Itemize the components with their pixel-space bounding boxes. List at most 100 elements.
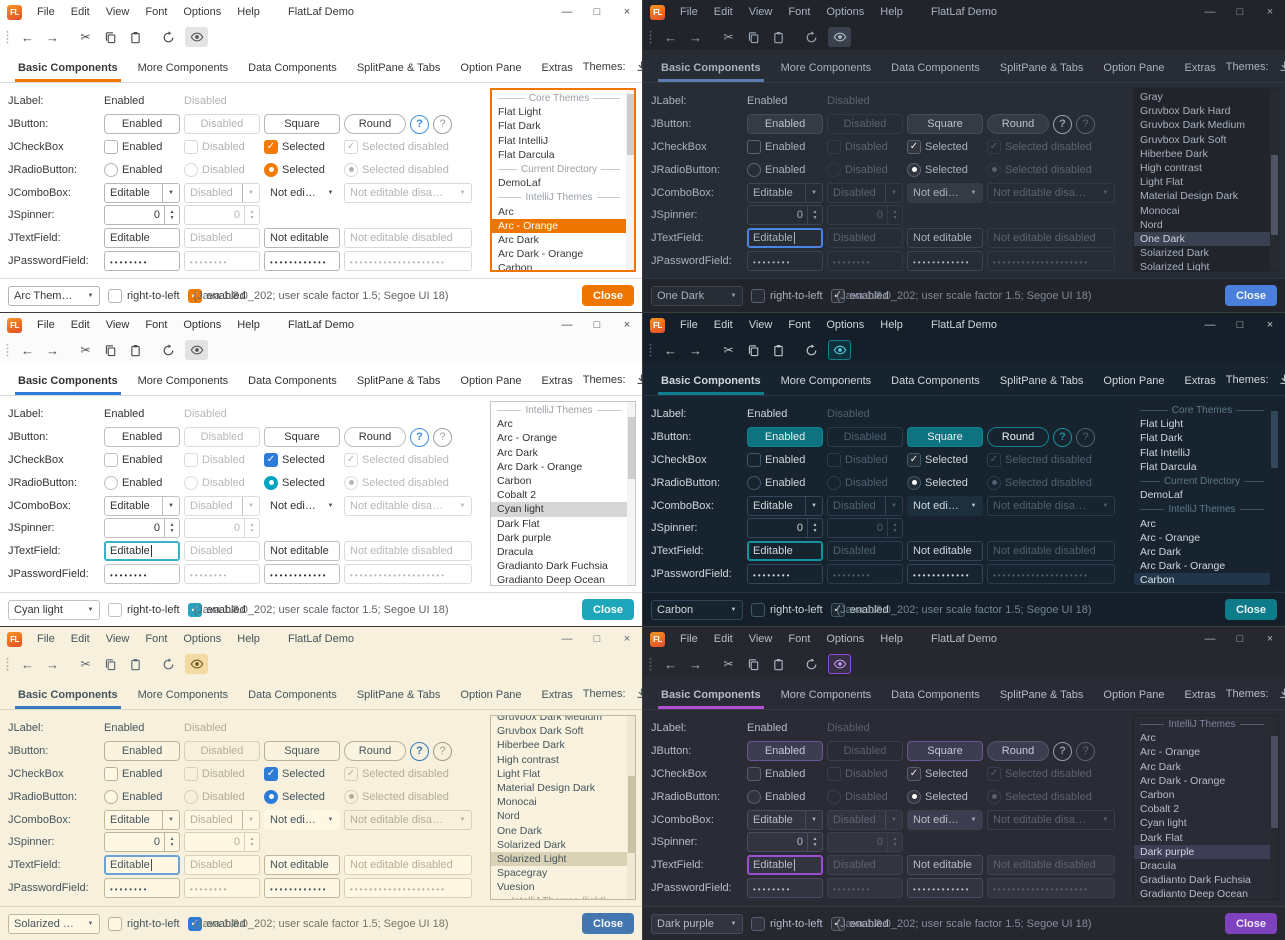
checkbox-box[interactable]: ✓: [987, 766, 1001, 781]
theme-list-item[interactable]: Flat Light: [1140, 418, 1184, 431]
radio-circle[interactable]: [344, 162, 358, 177]
checkbox-box[interactable]: ✓: [264, 139, 278, 154]
theme-list-item[interactable]: Flat IntelliJ: [1140, 446, 1191, 459]
theme-list-item[interactable]: Solarized Dark: [497, 838, 566, 851]
close-icon[interactable]: ×: [623, 633, 631, 645]
spinner-arrows-icon[interactable]: ▲ ▼: [164, 206, 179, 225]
scrollbar-track[interactable]: [627, 716, 635, 899]
textfield-editable[interactable]: Editable: [747, 541, 823, 562]
radio-enabled[interactable]: Enabled: [104, 475, 180, 490]
password-field[interactable]: ••••••••: [827, 250, 903, 271]
tab-splitpane-tabs[interactable]: SplitPane & Tabs: [999, 62, 1084, 74]
menu-options[interactable]: Options: [826, 633, 865, 645]
round-button[interactable]: Round: [344, 114, 406, 135]
rtl-checkbox-box[interactable]: [108, 288, 122, 303]
theme-list-item[interactable]: Material Design Dark: [1140, 190, 1239, 203]
cut-icon[interactable]: ✂: [80, 30, 91, 44]
radio-circle[interactable]: [344, 475, 358, 490]
tab-extras[interactable]: Extras: [541, 62, 573, 74]
spinner-arrows-icon[interactable]: ▲ ▼: [244, 833, 259, 852]
theme-selector-combo[interactable]: Dark purple ▼: [651, 913, 743, 934]
scrollbar-thumb[interactable]: [626, 93, 634, 155]
checkbox-box[interactable]: [747, 452, 761, 467]
theme-list-item[interactable]: High contrast: [497, 753, 559, 766]
theme-list-item[interactable]: Gradianto Deep Ocean: [1140, 888, 1248, 900]
checkbox-box[interactable]: [827, 452, 841, 467]
password-field[interactable]: ••••••••: [184, 250, 260, 271]
round-button[interactable]: Round: [987, 427, 1049, 448]
right-to-left-checkbox[interactable]: right-to-left: [751, 602, 823, 617]
password-field[interactable]: ••••••••••••••••••••: [987, 563, 1115, 584]
rtl-checkbox-box[interactable]: [751, 602, 765, 617]
tab-more-components[interactable]: More Components: [137, 375, 229, 387]
spinner-arrows-icon[interactable]: ▲ ▼: [887, 519, 902, 538]
disabled-button[interactable]: Disabled: [184, 427, 260, 448]
checkbox-enabled[interactable]: Enabled: [747, 452, 823, 467]
tab-basic-components[interactable]: Basic Components: [8, 54, 128, 82]
menu-view[interactable]: View: [105, 633, 130, 645]
theme-list-item[interactable]: Arc - Orange: [1140, 531, 1201, 544]
theme-list-item[interactable]: Light Flat: [1140, 176, 1184, 189]
theme-list-item[interactable]: Flat Dark: [498, 120, 541, 133]
back-arrow-icon[interactable]: ←: [664, 342, 677, 358]
spinner[interactable]: 0 ▲ ▼: [747, 832, 823, 853]
minimize-icon[interactable]: —: [561, 6, 573, 18]
theme-list-item[interactable]: One Dark: [497, 824, 542, 837]
copy-icon[interactable]: [742, 654, 765, 674]
checkbox-disabled[interactable]: Disabled: [184, 452, 260, 467]
close-icon[interactable]: ×: [1266, 633, 1274, 645]
menu-help[interactable]: Help: [237, 633, 260, 645]
combobox-disabled[interactable]: Disabled ▼: [184, 809, 260, 830]
menu-view[interactable]: View: [748, 633, 773, 645]
maximize-icon[interactable]: □: [1236, 633, 1244, 645]
menu-file[interactable]: File: [680, 6, 698, 18]
theme-list-item[interactable]: Flat IntelliJ: [498, 134, 549, 147]
theme-list-item-selected[interactable]: Arc - Orange: [492, 218, 626, 233]
combobox-not-editable[interactable]: Not editable ▼: [264, 495, 340, 516]
radio-selected-disabled[interactable]: Selected disabled: [344, 789, 472, 804]
checkbox-selected-disabled[interactable]: ✓ Selected disabled: [344, 139, 472, 154]
theme-list-item[interactable]: High contrast: [1140, 161, 1202, 174]
theme-list-item[interactable]: Material Design Dark: [497, 781, 596, 794]
radio-circle[interactable]: [987, 475, 1001, 490]
toolbar-grip[interactable]: [649, 656, 652, 672]
refresh-icon[interactable]: [157, 340, 180, 360]
radio-selected-disabled[interactable]: Selected disabled: [987, 475, 1115, 490]
back-arrow-icon[interactable]: ←: [664, 656, 677, 672]
password-field[interactable]: ••••••••: [104, 563, 180, 584]
help-button-disabled[interactable]: ?: [1076, 741, 1095, 761]
spinner[interactable]: 0 ▲ ▼: [104, 832, 180, 853]
tab-basic-components[interactable]: Basic Components: [8, 367, 128, 395]
theme-list-item[interactable]: Spacegray: [497, 867, 548, 880]
checkbox-box[interactable]: ✓: [264, 452, 278, 467]
textfield-not-editable[interactable]: Not editable: [264, 228, 340, 249]
theme-list-item[interactable]: Dark Flat: [497, 517, 540, 530]
close-button[interactable]: Close: [1225, 285, 1277, 306]
textfield-not-editable[interactable]: Not editable: [264, 541, 340, 562]
theme-list-item[interactable]: DemoLaf: [1140, 489, 1183, 502]
theme-list-item[interactable]: Gradianto Dark Fuchsia: [1140, 874, 1251, 887]
copy-icon[interactable]: [99, 27, 122, 47]
checkbox-box[interactable]: [184, 452, 198, 467]
combobox-editable[interactable]: Editable ▼: [104, 809, 180, 830]
tab-more-components[interactable]: More Components: [780, 689, 872, 701]
scrollbar-thumb[interactable]: [1270, 411, 1278, 468]
enabled-checkbox[interactable]: ✓ enabled: [830, 916, 889, 931]
menu-file[interactable]: File: [37, 6, 55, 18]
menu-edit[interactable]: Edit: [713, 633, 733, 645]
spinner-arrows-icon[interactable]: ▲ ▼: [807, 206, 822, 225]
checkbox-disabled[interactable]: Disabled: [184, 766, 260, 781]
textfield-disabled[interactable]: Disabled: [827, 541, 903, 562]
radio-selected-disabled[interactable]: Selected disabled: [344, 475, 472, 490]
radio-circle[interactable]: [907, 162, 921, 177]
forward-arrow-icon[interactable]: →: [689, 342, 702, 358]
minimize-icon[interactable]: —: [561, 633, 573, 645]
tab-basic-components[interactable]: Basic Components: [8, 681, 128, 709]
disabled-button[interactable]: Disabled: [184, 114, 260, 135]
enabled-button[interactable]: Enabled: [104, 741, 180, 762]
checkbox-box[interactable]: [184, 139, 198, 154]
enabled-button[interactable]: Enabled: [747, 427, 823, 448]
password-field[interactable]: ••••••••••••: [907, 877, 983, 898]
close-icon[interactable]: ×: [623, 6, 631, 18]
radio-enabled[interactable]: Enabled: [747, 162, 823, 177]
